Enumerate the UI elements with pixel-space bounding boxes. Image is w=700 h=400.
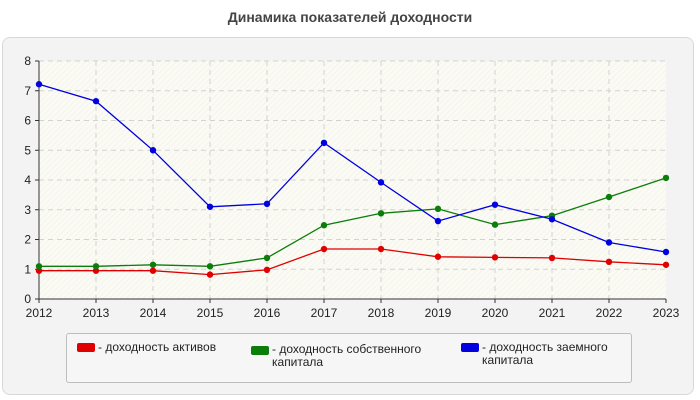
chart-title: Динамика показателей доходности — [227, 9, 473, 25]
data-point-2 — [434, 217, 442, 225]
data-point-1 — [434, 205, 442, 213]
data-point-1 — [263, 254, 271, 262]
legend-label: - доходность собственного капитала — [272, 342, 422, 369]
y-tick-label: 7 — [24, 84, 31, 98]
x-tick-label: 2012 — [26, 306, 53, 320]
x-tick-label: 2013 — [83, 306, 110, 320]
data-point-2 — [491, 201, 499, 208]
data-point-2 — [206, 203, 214, 210]
data-point-0 — [605, 258, 613, 266]
x-tick-label: 2020 — [482, 306, 509, 320]
x-tick-label: 2017 — [311, 306, 338, 320]
data-point-2 — [35, 81, 43, 88]
y-tick-label: 5 — [24, 143, 31, 157]
y-tick-label: 8 — [24, 54, 31, 68]
series-line-0 — [39, 248, 667, 276]
x-tick-label: 2019 — [425, 306, 452, 320]
data-point-0 — [662, 261, 670, 268]
series-line-1 — [39, 177, 667, 267]
data-point-0 — [320, 245, 328, 253]
data-point-1 — [206, 263, 214, 270]
data-point-0 — [263, 266, 271, 274]
legend-label: - доходность заемного капитала — [482, 340, 608, 367]
y-tick-label: 2 — [24, 233, 31, 247]
legend-label: - доходность активов — [98, 340, 217, 354]
y-tick-label: 4 — [24, 173, 31, 187]
data-point-2 — [320, 139, 328, 147]
data-point-2 — [149, 147, 157, 154]
legend-swatch — [251, 346, 269, 355]
data-point-1 — [92, 263, 100, 270]
data-point-2 — [377, 179, 385, 186]
y-tick-label: 0 — [24, 292, 31, 306]
data-point-0 — [491, 254, 499, 261]
x-tick-label: 2023 — [653, 306, 680, 320]
data-point-0 — [92, 267, 100, 274]
data-point-1 — [491, 221, 499, 228]
data-point-1 — [377, 210, 385, 217]
data-point-0 — [206, 271, 214, 278]
data-point-2 — [548, 216, 556, 223]
data-point-2 — [662, 248, 670, 256]
x-tick-label: 2022 — [596, 306, 623, 320]
data-point-1 — [320, 222, 328, 229]
data-point-0 — [35, 267, 43, 274]
data-point-1 — [35, 263, 43, 270]
data-point-1 — [149, 261, 157, 268]
x-tick-label: 2018 — [368, 306, 395, 320]
x-tick-label: 2016 — [254, 306, 281, 320]
data-point-0 — [548, 254, 556, 262]
x-tick-label: 2015 — [197, 306, 224, 320]
data-point-2 — [263, 200, 271, 207]
legend-swatch — [461, 343, 479, 352]
x-tick-label: 2014 — [140, 306, 167, 320]
y-tick-label: 6 — [24, 114, 31, 128]
data-point-2 — [92, 97, 100, 105]
data-point-0 — [434, 253, 442, 260]
legend — [66, 333, 632, 383]
y-tick-label: 1 — [24, 262, 31, 276]
data-point-0 — [149, 267, 157, 274]
x-tick-label: 2021 — [539, 306, 566, 320]
data-point-0 — [377, 245, 385, 253]
data-point-1 — [662, 174, 670, 182]
y-tick-label: 3 — [24, 203, 31, 217]
data-point-2 — [605, 239, 613, 246]
data-point-1 — [605, 193, 613, 201]
series-line-2 — [38, 83, 667, 253]
legend-swatch — [77, 343, 95, 352]
